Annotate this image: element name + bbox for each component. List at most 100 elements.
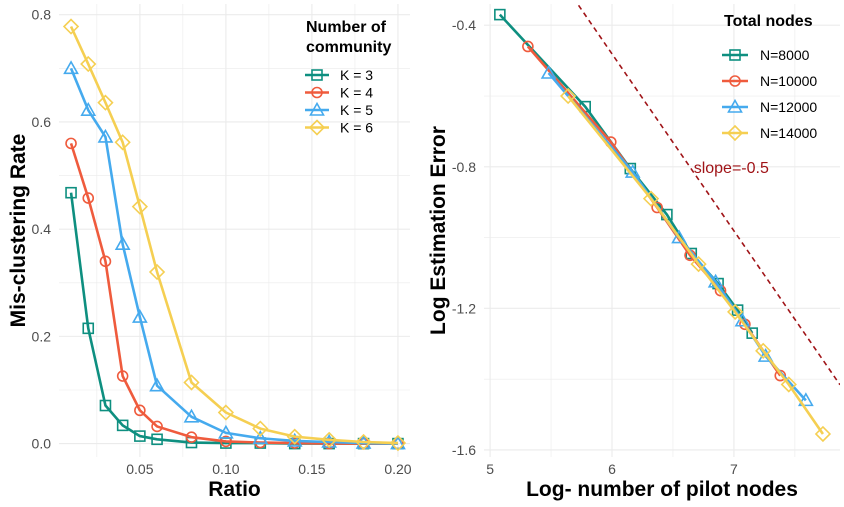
x-axis-title: Log- number of pilot nodes	[526, 478, 798, 501]
data-point	[65, 137, 77, 150]
legend-item: N=14000	[722, 124, 817, 142]
x-tick-label: 0.20	[384, 461, 411, 477]
data-point	[522, 40, 534, 53]
data-point	[494, 8, 506, 21]
x-tick-label: 0.05	[126, 461, 153, 477]
data-point	[321, 431, 338, 448]
data-point	[220, 435, 232, 448]
series-k=4	[65, 137, 404, 450]
y-tick-label: -1.6	[452, 442, 476, 458]
data-point	[99, 399, 112, 412]
legend-item: K = 3	[305, 67, 373, 83]
data-point	[82, 322, 95, 335]
series-line	[567, 95, 825, 435]
legend-marker-icon	[726, 124, 744, 142]
data-point	[286, 428, 303, 445]
data-point	[757, 348, 774, 362]
data-point	[671, 229, 687, 244]
data-point	[183, 374, 200, 391]
y-tick-label: -1.2	[452, 300, 476, 316]
x-axis-title: Ratio	[208, 478, 261, 501]
data-point	[131, 308, 148, 323]
legend-marker-icon	[311, 69, 323, 81]
data-point	[134, 404, 146, 417]
data-point	[131, 198, 148, 215]
data-point	[149, 377, 165, 392]
legend-label: N=14000	[760, 125, 817, 141]
data-point	[134, 430, 146, 442]
legend-marker-icon	[729, 49, 741, 61]
legend-item: N=12000	[722, 98, 817, 115]
series-line	[69, 67, 398, 445]
data-point	[63, 60, 79, 75]
data-point	[642, 190, 660, 207]
data-point	[148, 263, 166, 281]
data-point	[746, 327, 759, 339]
x-tick-label: 0.15	[298, 461, 325, 477]
data-point	[65, 186, 77, 199]
x-tick-label: 0.10	[212, 461, 239, 477]
legend-label: K = 3	[340, 67, 373, 83]
legend-marker-icon	[311, 86, 323, 99]
data-point	[114, 236, 131, 250]
data-point	[734, 312, 751, 327]
data-point	[389, 434, 407, 452]
y-tick-label: -0.8	[452, 159, 476, 175]
data-point	[797, 392, 814, 407]
y-tick-label: -0.4	[452, 17, 476, 33]
legend-label: K = 6	[340, 120, 373, 136]
series-n=10000	[522, 40, 787, 382]
data-point	[62, 18, 80, 35]
data-point	[218, 424, 234, 439]
data-point	[780, 376, 797, 393]
y-tick-label: 0.4	[32, 221, 52, 237]
x-tick-label: 6	[608, 461, 616, 477]
legend-marker-icon	[729, 75, 741, 87]
legend-item: K = 5	[305, 101, 373, 118]
legend-title: Total nodes	[724, 13, 813, 30]
legend-item: N=8000	[722, 47, 810, 63]
data-point	[252, 430, 269, 445]
legend-label: N=8000	[760, 47, 810, 63]
y-tick-label: 0.0	[32, 436, 52, 452]
legend-item: N=10000	[722, 73, 817, 89]
legend-label: N=12000	[760, 99, 817, 115]
x-tick-label: 7	[730, 461, 738, 477]
gridlines	[484, 4, 840, 457]
series-line	[69, 25, 399, 445]
data-point	[714, 284, 727, 297]
data-point	[97, 128, 114, 143]
data-point	[217, 404, 235, 421]
data-point	[151, 420, 163, 433]
data-point	[727, 303, 744, 321]
data-point	[116, 370, 129, 382]
data-point	[80, 55, 97, 73]
data-point	[82, 192, 95, 204]
legend-item: K = 4	[305, 85, 373, 101]
series-line	[69, 142, 398, 445]
legend: Total nodes N=8000 N=10000 N=12000 N=14000	[722, 13, 817, 142]
data-point	[114, 134, 131, 151]
data-point	[755, 342, 772, 359]
data-point	[97, 94, 114, 111]
data-point	[355, 433, 372, 451]
legend-item: K = 6	[305, 119, 373, 136]
legend-label: K = 4	[340, 85, 373, 101]
y-tick-label: 0.6	[32, 114, 52, 130]
data-point	[252, 420, 269, 437]
data-point	[99, 255, 112, 268]
left-panel-mis-clustering: 0.05 0.10 0.15 0.20 0.0 0.2 0.4 0.6 0.8 Ratio Mis-…	[7, 4, 412, 501]
slope-annotation: slope=-0.5	[694, 160, 769, 177]
data-point	[116, 419, 129, 432]
data-point	[814, 425, 832, 443]
data-point	[80, 102, 97, 116]
data-point	[690, 255, 707, 273]
legend-label: K = 5	[340, 102, 373, 118]
series-k=6	[62, 18, 407, 452]
reference-slope-line	[576, 4, 840, 386]
data-point	[651, 201, 663, 214]
x-tick-label: 5	[486, 461, 494, 477]
right-panel-log-error: slope=-0.5 5 6 7 -0.4 -0.8 -1.2 -1.6 Log- number…	[427, 4, 840, 501]
legend-marker-icon	[309, 101, 325, 116]
